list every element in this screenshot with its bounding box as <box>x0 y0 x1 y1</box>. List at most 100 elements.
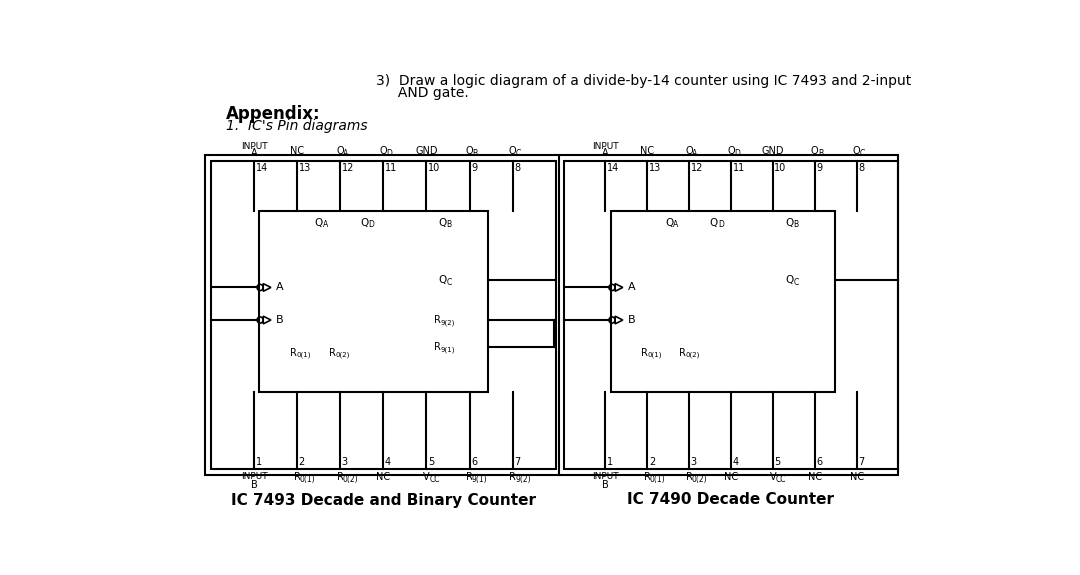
Bar <box>211 162 556 469</box>
Text: A: A <box>627 282 635 293</box>
Text: D: D <box>718 220 724 229</box>
Text: 7: 7 <box>514 457 521 467</box>
Text: INPUT: INPUT <box>592 141 619 151</box>
Text: D: D <box>387 150 392 158</box>
Text: Q: Q <box>509 146 516 156</box>
Text: Q: Q <box>379 146 387 156</box>
Bar <box>564 162 899 469</box>
Text: IC 7490 Decade Counter: IC 7490 Decade Counter <box>627 493 835 508</box>
Text: R: R <box>291 348 297 358</box>
Text: 0(1): 0(1) <box>648 352 662 358</box>
Text: NC: NC <box>724 473 738 482</box>
Text: INPUT: INPUT <box>592 473 619 481</box>
Text: R: R <box>644 473 650 482</box>
Text: A: A <box>323 220 328 229</box>
Text: Q: Q <box>686 146 693 156</box>
Text: R: R <box>686 473 692 482</box>
Text: NC: NC <box>291 146 305 156</box>
Text: 14: 14 <box>607 163 619 173</box>
Text: 0(1): 0(1) <box>297 352 311 358</box>
Text: 3: 3 <box>690 457 697 467</box>
Text: Q: Q <box>465 146 473 156</box>
Text: Q: Q <box>361 217 368 228</box>
Text: 0(1): 0(1) <box>649 475 665 484</box>
Text: C: C <box>516 150 521 158</box>
Text: A: A <box>602 148 609 158</box>
Text: D: D <box>368 220 375 229</box>
Text: Q: Q <box>727 146 734 156</box>
Text: 5: 5 <box>774 457 781 467</box>
Text: 14: 14 <box>256 163 268 173</box>
Text: B: B <box>627 315 635 325</box>
Text: 12: 12 <box>341 163 354 173</box>
Text: 13: 13 <box>299 163 311 173</box>
Text: R: R <box>434 342 441 352</box>
Text: 8: 8 <box>859 163 864 173</box>
Text: 12: 12 <box>690 163 703 173</box>
Text: C: C <box>860 150 865 158</box>
Text: 0(2): 0(2) <box>691 475 707 484</box>
Text: R: R <box>679 348 686 358</box>
Text: 6: 6 <box>816 457 822 467</box>
Text: R: R <box>510 473 516 482</box>
Text: Q: Q <box>314 217 323 228</box>
Text: R: R <box>642 348 648 358</box>
Text: Q: Q <box>853 146 861 156</box>
Text: Q: Q <box>438 275 446 285</box>
Text: 9(2): 9(2) <box>441 319 455 325</box>
Text: Appendix:: Appendix: <box>226 105 321 123</box>
Text: 9: 9 <box>816 163 822 173</box>
Text: B: B <box>473 150 477 158</box>
Text: 9(1): 9(1) <box>441 346 456 352</box>
Text: 0(2): 0(2) <box>336 352 350 358</box>
Text: R: R <box>467 473 473 482</box>
Text: 3)  Draw a logic diagram of a divide-by-14 counter using IC 7493 and 2-input: 3) Draw a logic diagram of a divide-by-1… <box>377 74 912 89</box>
Text: A: A <box>692 150 698 158</box>
Text: 9(1): 9(1) <box>472 475 487 484</box>
Text: NC: NC <box>850 473 864 482</box>
Text: 10: 10 <box>774 163 786 173</box>
Text: NC: NC <box>640 146 654 156</box>
Text: B: B <box>794 220 799 229</box>
Bar <box>259 212 488 392</box>
Text: 2: 2 <box>649 457 656 467</box>
Text: 10: 10 <box>428 163 441 173</box>
Text: Q: Q <box>786 217 794 228</box>
Text: INPUT: INPUT <box>241 141 267 151</box>
Text: 0(1): 0(1) <box>299 475 315 484</box>
Text: 9(2): 9(2) <box>515 475 530 484</box>
Text: Q: Q <box>665 217 674 228</box>
Text: 3: 3 <box>341 457 348 467</box>
Text: CC: CC <box>430 475 440 484</box>
Bar <box>205 155 899 475</box>
Text: A: A <box>343 150 349 158</box>
Text: 4: 4 <box>384 457 391 467</box>
Text: GND: GND <box>415 146 437 156</box>
Text: 0(2): 0(2) <box>686 352 700 358</box>
Text: B: B <box>818 150 823 158</box>
Text: A: A <box>275 282 283 293</box>
Text: V: V <box>770 473 777 482</box>
Text: 2: 2 <box>299 457 305 467</box>
Text: 1: 1 <box>256 457 261 467</box>
Text: 0(2): 0(2) <box>342 475 359 484</box>
Text: C: C <box>446 278 451 287</box>
Text: B: B <box>446 220 451 229</box>
Text: 9: 9 <box>471 163 477 173</box>
Text: A: A <box>673 220 678 229</box>
Text: 4: 4 <box>732 457 739 467</box>
Text: V: V <box>423 473 430 482</box>
Text: 11: 11 <box>384 163 397 173</box>
Text: A: A <box>251 148 257 158</box>
Text: 6: 6 <box>471 457 477 467</box>
Text: R: R <box>294 473 300 482</box>
Text: 11: 11 <box>732 163 745 173</box>
Text: Q: Q <box>811 146 819 156</box>
Text: GND: GND <box>761 146 784 156</box>
Text: R: R <box>434 315 441 325</box>
Text: INPUT: INPUT <box>241 473 267 481</box>
Text: 5: 5 <box>428 457 434 467</box>
Text: CC: CC <box>775 475 786 484</box>
Text: Q: Q <box>438 217 446 228</box>
Text: R: R <box>337 473 343 482</box>
